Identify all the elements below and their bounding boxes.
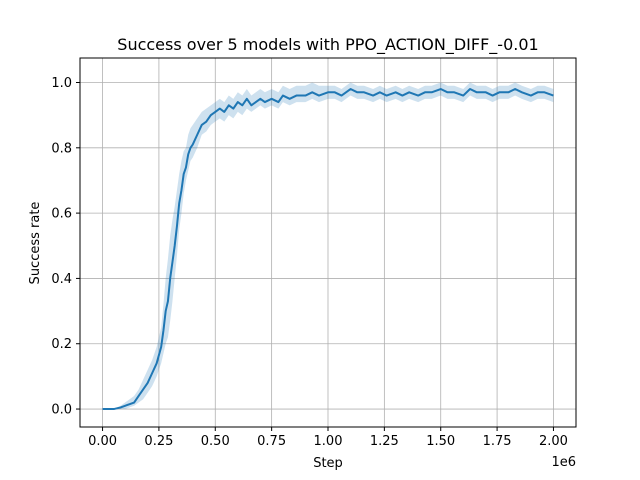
y-ticks: 0.0 0.2 0.4 0.6 0.8 1.0 [51, 76, 80, 418]
x-tick-label: 1.25 [370, 434, 399, 449]
confidence-band-area [102, 82, 554, 410]
x-tick-label: 0.75 [257, 434, 286, 449]
grid-lines [80, 58, 576, 427]
series-line [102, 88, 554, 411]
x-tick-label: 0.50 [201, 434, 230, 449]
success-rate-line [102, 88, 554, 411]
plot-frame [79, 57, 577, 428]
y-tick-label: 0.0 [51, 403, 72, 418]
x-tick-label: 0.25 [144, 434, 173, 449]
x-offset-label: 1e6 [551, 455, 576, 470]
x-tick-label: 2.00 [539, 434, 568, 449]
y-axis-title: Success rate [28, 202, 43, 285]
x-axis-title: Step [313, 456, 343, 471]
y-tick-label: 0.2 [51, 337, 72, 352]
chart-title: Success over 5 models with PPO_ACTION_DI… [117, 35, 538, 55]
y-tick-label: 0.4 [51, 272, 72, 287]
x-tick-label: 0.00 [88, 434, 117, 449]
x-tick-label: 1.00 [314, 434, 343, 449]
x-tick-label: 1.50 [426, 434, 455, 449]
y-tick-label: 0.8 [51, 141, 72, 156]
x-tick-label: 1.75 [483, 434, 512, 449]
y-tick-label: 1.0 [51, 76, 72, 91]
y-tick-label: 0.6 [51, 207, 72, 222]
confidence-band [102, 82, 554, 410]
x-ticks: 0.00 0.25 0.50 0.75 1.00 1.25 1.50 1.75 2.00 [88, 427, 568, 449]
